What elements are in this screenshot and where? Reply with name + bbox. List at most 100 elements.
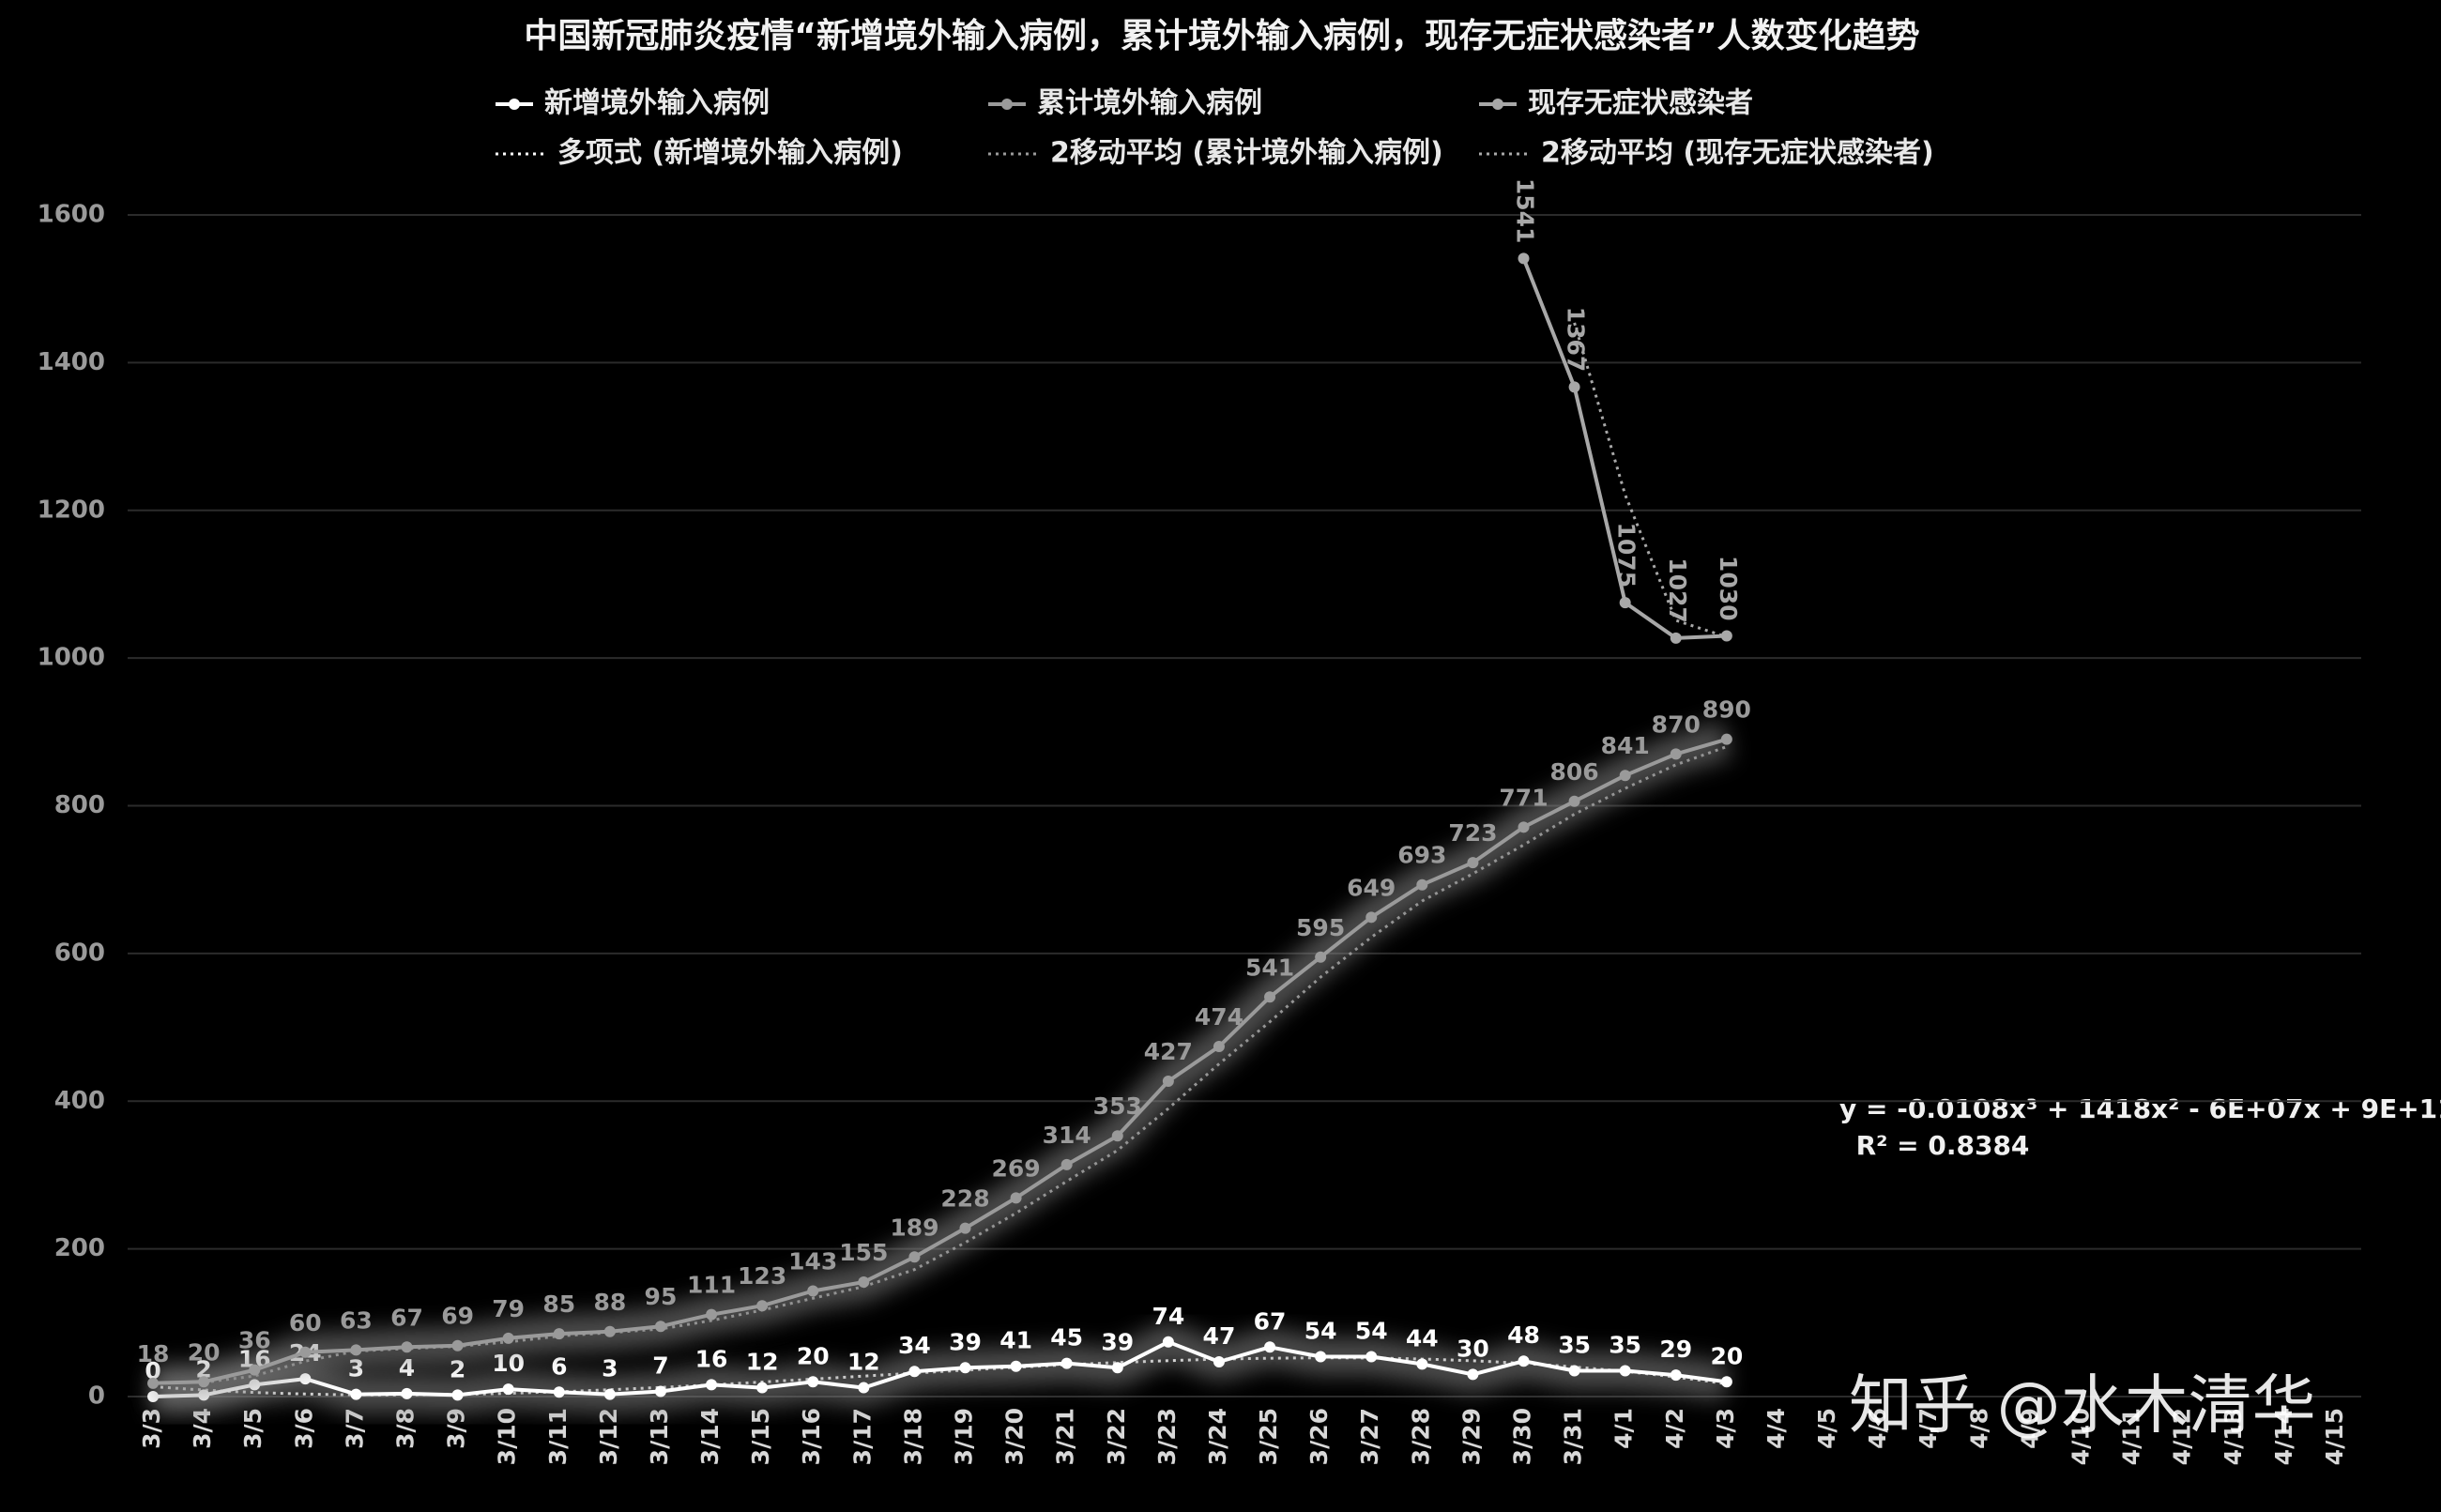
x-tick-label: 3/13 [646,1408,673,1465]
marker [299,1346,312,1358]
legend-label: 累计境外输入病例 [1037,87,1262,120]
data-label: 88 [593,1289,626,1316]
data-label: 69 [441,1303,474,1330]
marker [299,1373,312,1385]
data-label: 12 [847,1349,880,1376]
data-label: 20 [1710,1342,1743,1369]
marker [1060,1357,1073,1369]
marker [1416,1358,1428,1370]
marker [198,1376,210,1388]
legend-label: 现存无症状感染者 [1528,87,1753,120]
x-tick-label: 3/17 [848,1408,876,1465]
x-tick-label: 3/9 [443,1408,470,1449]
data-label: 870 [1652,710,1701,738]
marker [858,1382,870,1394]
x-tick-label: 3/25 [1255,1408,1282,1465]
marker [908,1251,921,1263]
marker [1568,1365,1580,1377]
marker [502,1332,514,1344]
y-tick-label: 400 [54,1087,105,1115]
y-tick-label: 200 [54,1234,105,1262]
data-label: 890 [1702,696,1751,724]
data-label: 48 [1507,1321,1540,1349]
marker [807,1376,819,1388]
data-label: 806 [1549,758,1598,786]
data-label: 189 [890,1214,938,1241]
marker [401,1341,413,1353]
line [152,1339,1728,1398]
marker [908,1366,921,1378]
x-tick-label: 3/12 [595,1408,622,1465]
marker [1213,1041,1225,1053]
x-tick-label: 3/26 [1305,1408,1333,1465]
data-label: 541 [1245,954,1294,981]
marker [1568,381,1580,393]
x-tick-label: 4/9 [2016,1408,2043,1449]
line [152,737,1728,1385]
data-label: 36 [238,1327,271,1354]
x-tick-label: 3/4 [189,1408,216,1449]
data-label: 67 [390,1304,423,1331]
x-tick-label: 4/3 [1712,1408,1739,1449]
chart-title: 中国新冠肺炎疫情“新增境外输入病例，累计境外输入病例，现存无症状感染者”人数变化… [524,16,1919,55]
data-label: 95 [645,1283,678,1310]
data-label: 693 [1397,842,1446,869]
data-label: 30 [1457,1335,1489,1362]
marker [1416,878,1428,891]
marker [451,1389,464,1401]
marker [1720,733,1732,745]
marker [1010,1360,1022,1372]
data-label: 54 [1304,1318,1337,1345]
x-tick-label: 3/24 [1204,1408,1231,1465]
x-tick-label: 3/31 [1560,1408,1587,1465]
data-label: 67 [1254,1307,1287,1335]
marker [1365,1351,1378,1363]
legend-swatch [1001,99,1013,110]
x-tick-label: 3/6 [290,1408,317,1449]
marker [654,1385,666,1397]
marker [654,1321,666,1333]
data-label: 474 [1195,1003,1243,1031]
data-label: 7 [652,1352,668,1379]
marker [502,1383,514,1396]
data-label: 595 [1296,914,1345,941]
marker [1213,1356,1225,1368]
marker [1365,911,1378,924]
legend-label: 多项式 (新增境外输入病例) [557,137,903,170]
legend-label: 2移动平均 (累计境外输入病例) [1050,137,1443,170]
y-tick-label: 800 [54,791,105,819]
data-label: 427 [1144,1038,1193,1065]
data-label: 314 [1043,1122,1091,1149]
marker [706,1308,718,1321]
x-tick-label: 3/16 [798,1408,825,1465]
data-label: 3 [602,1355,618,1382]
x-tick-label: 3/30 [1509,1408,1536,1465]
data-label: 6 [551,1352,567,1380]
legend-label: 新增境外输入病例 [544,87,770,120]
data-label: 353 [1093,1092,1142,1120]
data-label: 74 [1152,1303,1184,1330]
marker [1264,1341,1276,1353]
marker [1467,857,1479,869]
x-tick-label: 3/22 [1103,1408,1130,1465]
x-tick-label: 4/1 [1610,1408,1638,1449]
data-label: 34 [898,1332,931,1359]
marker [1010,1192,1022,1204]
x-tick-label: 4/8 [1965,1408,1992,1449]
marker [603,1325,616,1337]
marker [959,1222,971,1234]
data-label: 123 [738,1262,786,1290]
data-label: 1367 [1563,307,1590,373]
marker [756,1382,769,1394]
x-tick-label: 4/6 [1864,1408,1891,1449]
data-label: 723 [1448,819,1497,847]
data-label: 45 [1050,1324,1083,1352]
y-tick-label: 1400 [38,348,105,376]
x-tick-label: 3/21 [1052,1408,1079,1465]
marker [350,1388,362,1400]
data-label: 35 [1558,1331,1591,1358]
x-tick-label: 3/10 [494,1408,521,1465]
marker [1060,1158,1073,1170]
